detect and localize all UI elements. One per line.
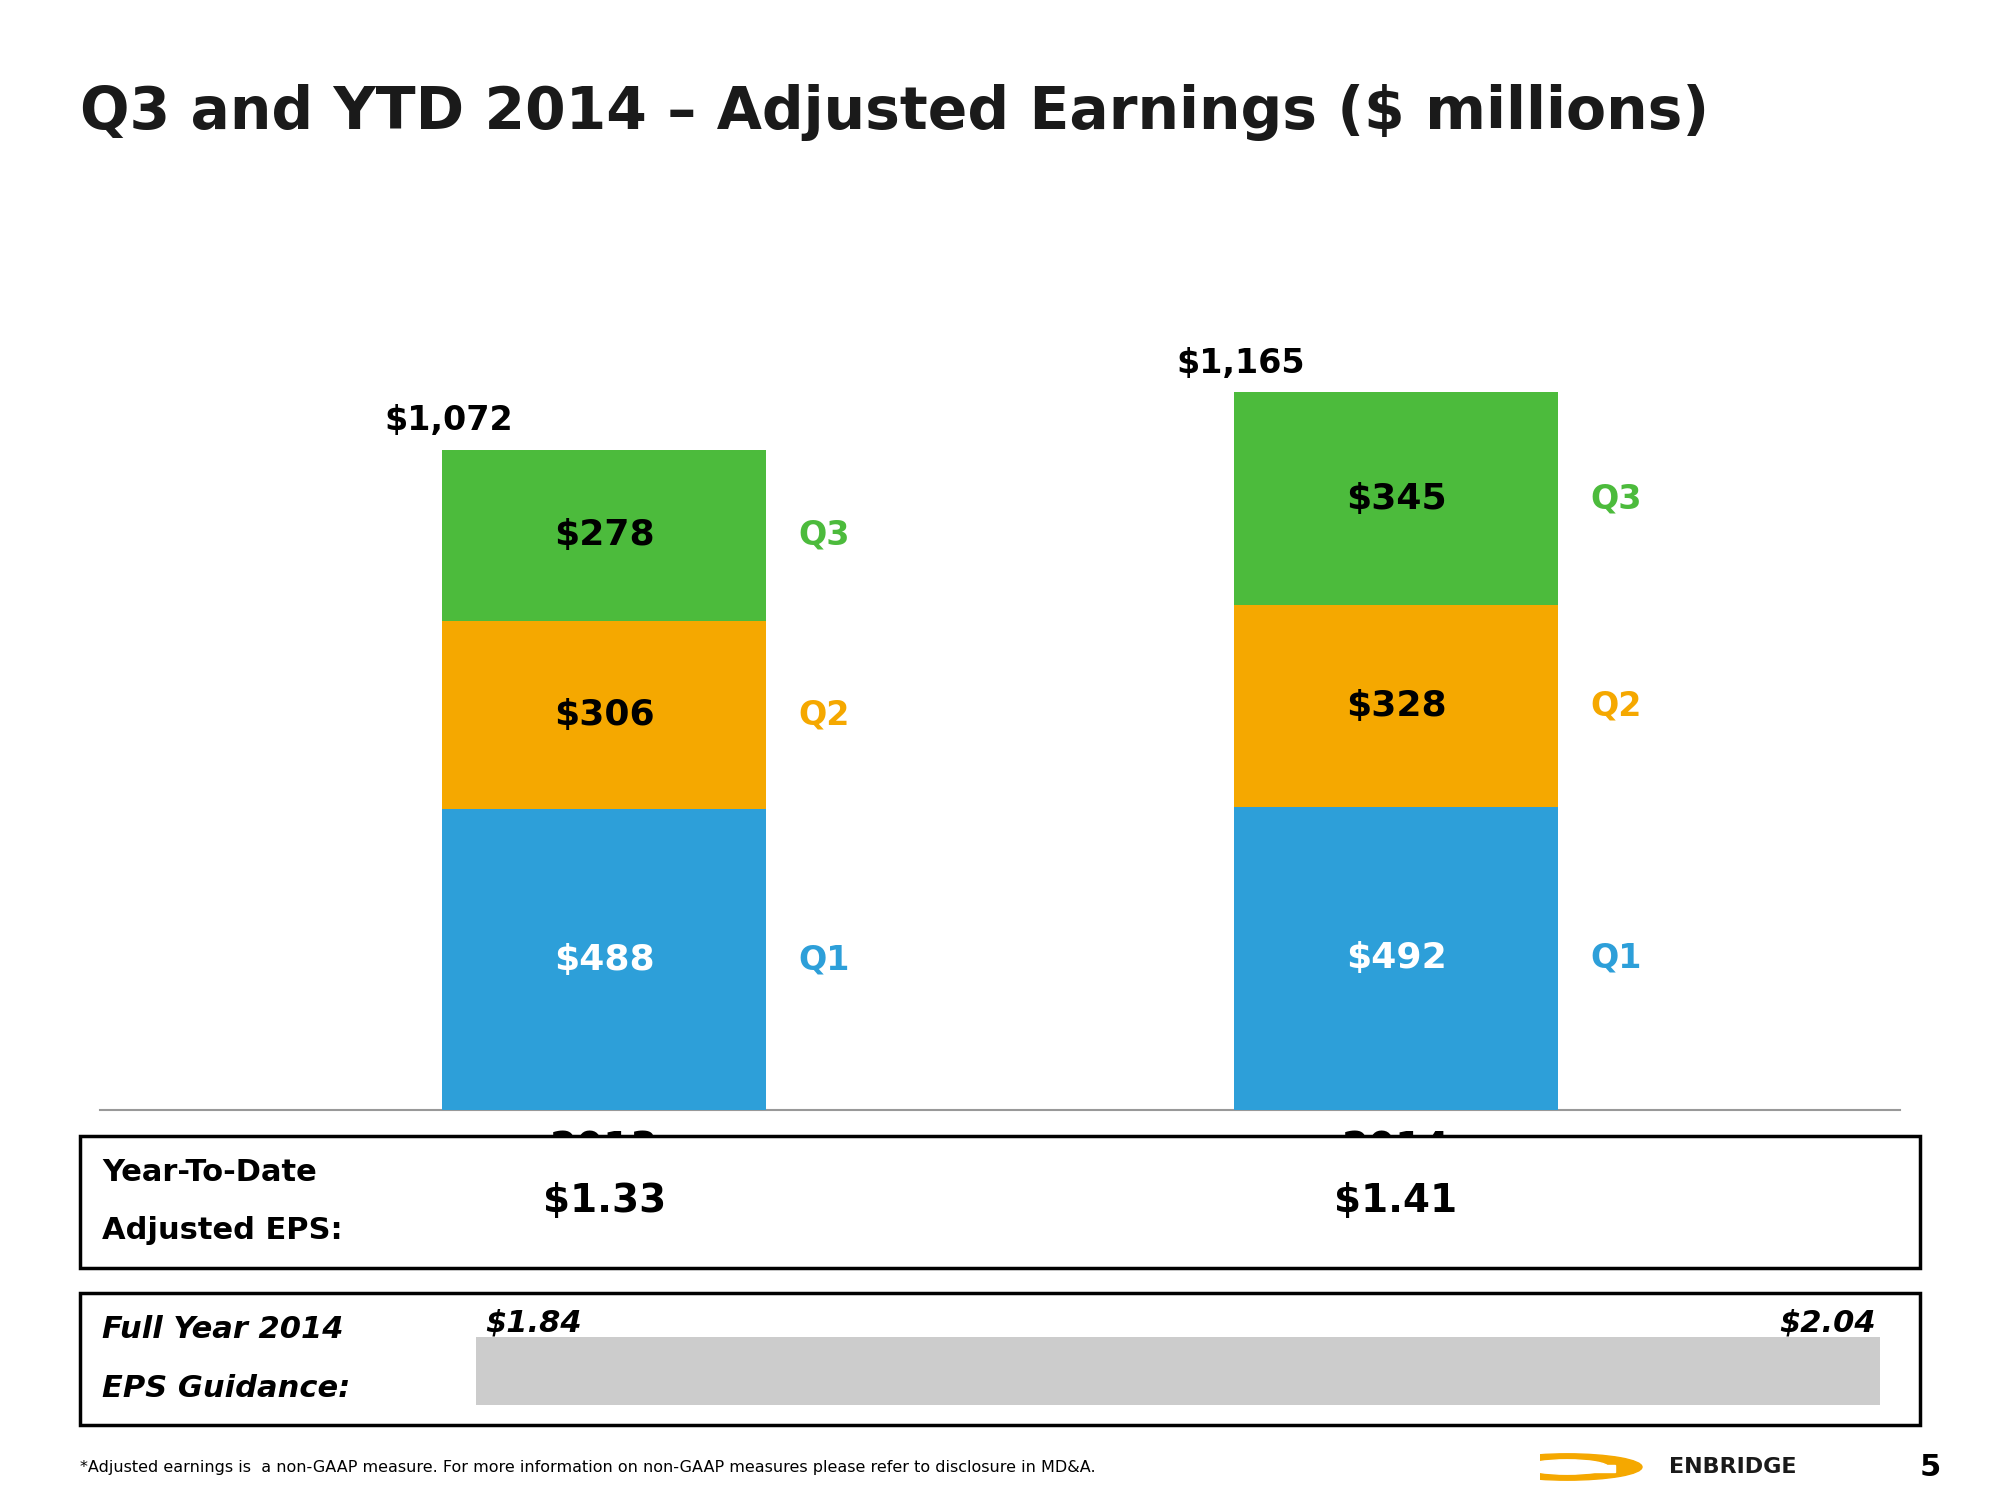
- Text: $488: $488: [554, 942, 654, 976]
- Text: EPS Guidance:: EPS Guidance:: [102, 1374, 350, 1402]
- Text: Q3: Q3: [1590, 482, 1642, 514]
- Text: ENBRIDGE: ENBRIDGE: [1670, 1456, 1796, 1478]
- Bar: [1234, 604, 1558, 807]
- Text: Q1: Q1: [798, 944, 850, 976]
- Text: 5: 5: [1920, 1452, 1940, 1482]
- Text: Q1: Q1: [1590, 942, 1642, 975]
- Bar: [476, 1336, 1880, 1406]
- Text: $345: $345: [1346, 482, 1446, 516]
- Text: *Adjusted earnings is  a non-GAAP measure. For more information on non-GAAP meas: *Adjusted earnings is a non-GAAP measure…: [80, 1461, 1096, 1476]
- Text: $1.33: $1.33: [542, 1182, 666, 1221]
- Text: $328: $328: [1346, 688, 1446, 723]
- Text: $492: $492: [1346, 942, 1446, 975]
- Circle shape: [1526, 1460, 1608, 1474]
- Bar: [442, 810, 766, 1110]
- Text: $306: $306: [554, 698, 654, 732]
- Bar: [1560, 1464, 1614, 1472]
- Text: $278: $278: [554, 518, 654, 552]
- Text: Q3 and YTD 2014 – Adjusted Earnings ($ millions): Q3 and YTD 2014 – Adjusted Earnings ($ m…: [80, 84, 1710, 141]
- Text: Full Year 2014: Full Year 2014: [102, 1316, 344, 1344]
- Text: Adjusted EPS:: Adjusted EPS:: [102, 1216, 342, 1245]
- Circle shape: [1492, 1454, 1642, 1480]
- Text: $2.04: $2.04: [1780, 1310, 1876, 1338]
- Bar: [442, 450, 766, 621]
- Text: Q2: Q2: [1590, 690, 1642, 723]
- Text: $1.41: $1.41: [1334, 1182, 1458, 1221]
- Text: $1.84: $1.84: [484, 1310, 582, 1338]
- Text: $1,072: $1,072: [384, 405, 512, 438]
- Text: Q3: Q3: [798, 519, 850, 552]
- Text: Year-To-Date: Year-To-Date: [102, 1158, 316, 1186]
- Bar: [442, 621, 766, 810]
- Text: $1,165: $1,165: [1176, 346, 1304, 380]
- Bar: [1234, 807, 1558, 1110]
- Bar: [1234, 393, 1558, 604]
- Text: Q2: Q2: [798, 699, 850, 732]
